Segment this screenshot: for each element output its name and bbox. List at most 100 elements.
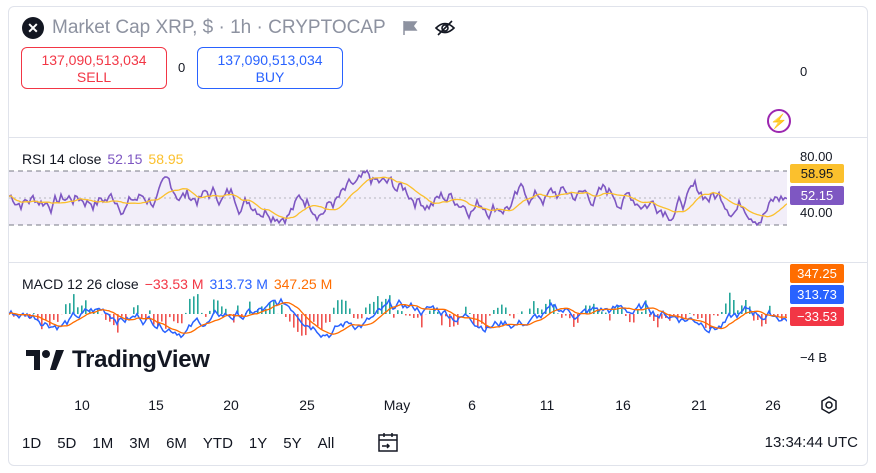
macd-hist-bar [45,314,47,320]
rsi-line [9,169,787,227]
timeframe-button[interactable]: 1Y [248,434,268,452]
macd-hist-bar [577,314,579,323]
symbol-header[interactable]: ✕ Market Cap XRP, $ · 1h · CRYPTOCAP [22,14,456,42]
macd-hist-bar [441,314,443,326]
macd-hist-bar [269,302,271,314]
macd-hist-bar [173,314,175,322]
macd-legend[interactable]: MACD 12 26 close −33.53 M 313.73 M 347.2… [22,276,332,292]
macd-hist-bar [553,304,555,314]
macd-hist-bar [645,300,647,314]
macd-hist-bar [561,314,563,318]
hide-eye-icon[interactable] [434,19,456,37]
timeframe-button[interactable]: 5Y [283,434,302,452]
macd-hist-bar [317,314,319,327]
macd-hist-bar [773,314,775,316]
macd-hist-bar [785,314,787,317]
macd-hist-bar [161,314,163,322]
pane-divider-1[interactable] [9,137,867,138]
macd-hist-bar [481,314,483,324]
macd-hist-bar [557,313,559,314]
macd-hist-bar [713,314,715,316]
macd-hist-bar [213,299,215,314]
flash-icon[interactable]: ⚡ [767,109,791,133]
tradingview-logo[interactable]: TradingView [24,346,210,374]
rsi-scale-80: 80.00 [800,149,833,164]
macd-hist-bar [621,308,623,314]
macd-hist-bar [673,314,675,316]
tradingview-mark-icon [26,350,64,370]
macd-hist-bar [81,305,83,314]
macd-hist-bar [185,312,187,314]
macd-hist-bar [145,314,147,321]
macd-signal-line [9,301,787,335]
macd-hist-bar [321,314,323,330]
macd-hist-bar [469,313,471,314]
macd-hist-bar [641,311,643,314]
date-range-icon[interactable] [376,432,400,454]
macd-signal-tag: 347.25 M [790,264,844,300]
macd-hist-bar [497,307,499,314]
macd-hist-bar [281,304,283,314]
macd-hist-bar [337,300,339,314]
symbol-title[interactable]: Market Cap XRP, $ · 1h · CRYPTOCAP [52,17,386,38]
macd-histogram [13,292,787,336]
macd-hist-bar [29,314,31,319]
macd-hist-bar [501,304,503,314]
timeframe-button[interactable]: YTD [202,434,233,452]
macd-hist-bar [57,314,59,322]
macd-hist-bar [97,309,99,314]
timeframe-button[interactable]: All [317,434,335,452]
timeframe-button[interactable]: 3M [129,434,151,452]
macd-scale-low: −4 B [800,350,828,365]
macd-hist-bar [249,301,251,314]
macd-hist-bar [401,311,403,314]
timeframe-button[interactable]: 1M [92,434,114,452]
time-axis-label: 21 [691,397,707,413]
macd-hist-bar [769,305,771,314]
macd-hist-bar [313,314,315,322]
macd-hist-bar [757,314,759,320]
macd-hist-bar [237,305,239,314]
rsi-legend[interactable]: RSI 14 close 52.15 58.95 [22,151,183,167]
rsi-ma-value: 58.95 [148,151,184,167]
macd-hist-bar [537,308,539,314]
flag-icon[interactable] [402,20,418,36]
buy-button[interactable]: 137,090,513,034 BUY [197,47,343,89]
macd-hist-bar [369,303,371,314]
macd-hist-bar [449,314,451,327]
macd-hist-bar [689,313,691,314]
pane-divider-2[interactable] [9,262,867,263]
settings-icon[interactable] [820,396,838,414]
utc-clock[interactable]: 13:34:44 UTC [764,434,858,451]
macd-hist-bar [433,307,435,314]
macd-hist-bar [141,314,143,319]
macd-hist-bar [633,314,635,323]
macd-hist-bar [293,314,295,328]
timeframe-button[interactable]: 5D [57,434,77,452]
sell-label: SELL [76,69,112,85]
timeframe-button[interactable]: 6M [166,434,187,452]
time-axis-label: 25 [299,397,315,413]
macd-plot[interactable] [9,264,787,384]
macd-hist-bar [737,310,739,314]
macd-hist-bar [725,303,727,314]
macd-hist-bar [305,314,307,336]
macd-hist-bar [485,314,487,329]
macd-hist-bar [573,314,575,327]
macd-hist-bar [597,309,599,314]
sell-button[interactable]: 137,090,513,034 SELL [21,47,167,89]
macd-hist-bar [133,307,135,314]
macd-hist-bar [601,311,603,314]
macd-hist-bar [361,314,363,319]
macd-hist-bar [701,314,703,318]
macd-hist-bar [33,313,35,314]
macd-hist-bar [413,314,415,318]
macd-hist-bar [121,314,123,317]
macd-hist-bar [421,314,423,328]
rsi-band [9,171,787,225]
price-scale-zero: 0 [800,64,808,79]
macd-line [9,297,787,339]
macd-hist-bar [705,314,707,328]
rsi-plot[interactable] [9,140,787,260]
timeframe-button[interactable]: 1D [22,434,42,452]
